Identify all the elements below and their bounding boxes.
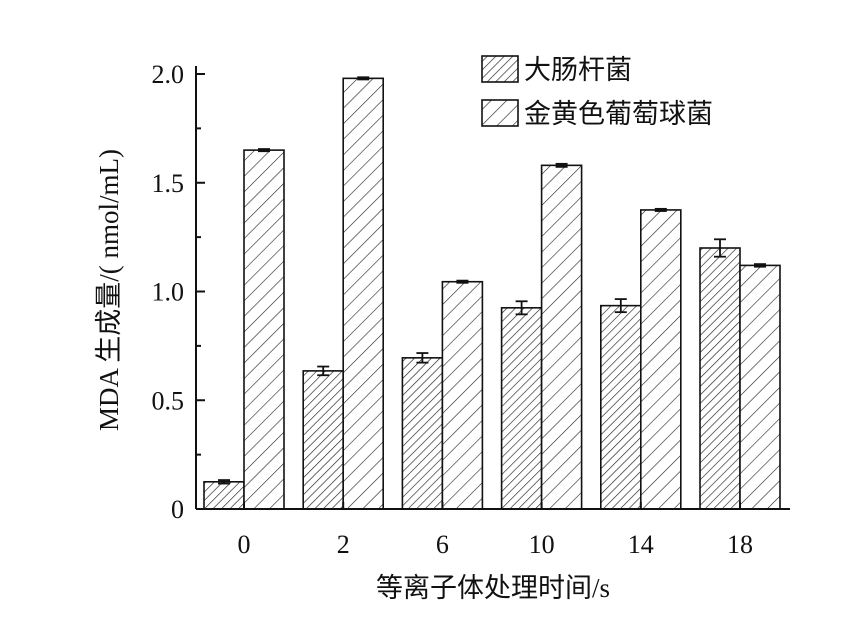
bar-s1-c1: [342, 77, 385, 510]
bar-s0-c1: [302, 370, 345, 510]
bars-layer: [203, 77, 781, 510]
x-tick-label-1: 2: [337, 530, 350, 559]
legend-label-e-coli: 大肠杆菌: [524, 55, 632, 85]
bar-s1-c5: [739, 264, 781, 510]
bar-s1-c3: [540, 164, 583, 510]
y-tick-label-1: 0.5: [152, 386, 185, 415]
bar-s0-c3: [500, 307, 543, 510]
y-tick-label-4: 2.0: [152, 60, 185, 89]
y-tick-label-3: 1.5: [152, 169, 185, 198]
x-tick-label-4: 14: [628, 530, 654, 559]
ticks-layer: 0 2 6 10 14 18 0 0.5 1.0 1.5 2.0: [152, 60, 754, 559]
axes-layer: [195, 66, 790, 510]
x-tick-label-3: 10: [529, 530, 555, 559]
y-tick-label-0: 0: [171, 495, 184, 524]
x-tick-label-2: 6: [436, 530, 449, 559]
y-tick-label-2: 1.0: [152, 278, 185, 307]
legend-swatch-e-coli: [481, 55, 519, 83]
legend-label-s-aureus: 金黄色葡萄球菌: [524, 99, 713, 129]
legend-swatch-s-aureus: [481, 99, 519, 127]
bar-s0-c2: [401, 357, 444, 510]
y-axis-title: MDA 生成量/( nmol/mL): [94, 149, 124, 431]
error-bars-layer: [218, 76, 766, 485]
bar-s1-c2: [441, 280, 484, 510]
legend: 大肠杆菌 金黄色葡萄球菌: [481, 55, 713, 129]
bar-s0-c5: [699, 247, 741, 510]
bar-s1-c4: [639, 209, 682, 510]
bar-s0-c4: [599, 304, 642, 510]
bar-s1-c0: [243, 149, 285, 510]
bar-s0-c0: [203, 481, 245, 510]
x-axis-title: 等离子体处理时间/s: [376, 573, 610, 603]
x-tick-label-5: 18: [727, 530, 753, 559]
x-tick-label-0: 0: [238, 530, 251, 559]
